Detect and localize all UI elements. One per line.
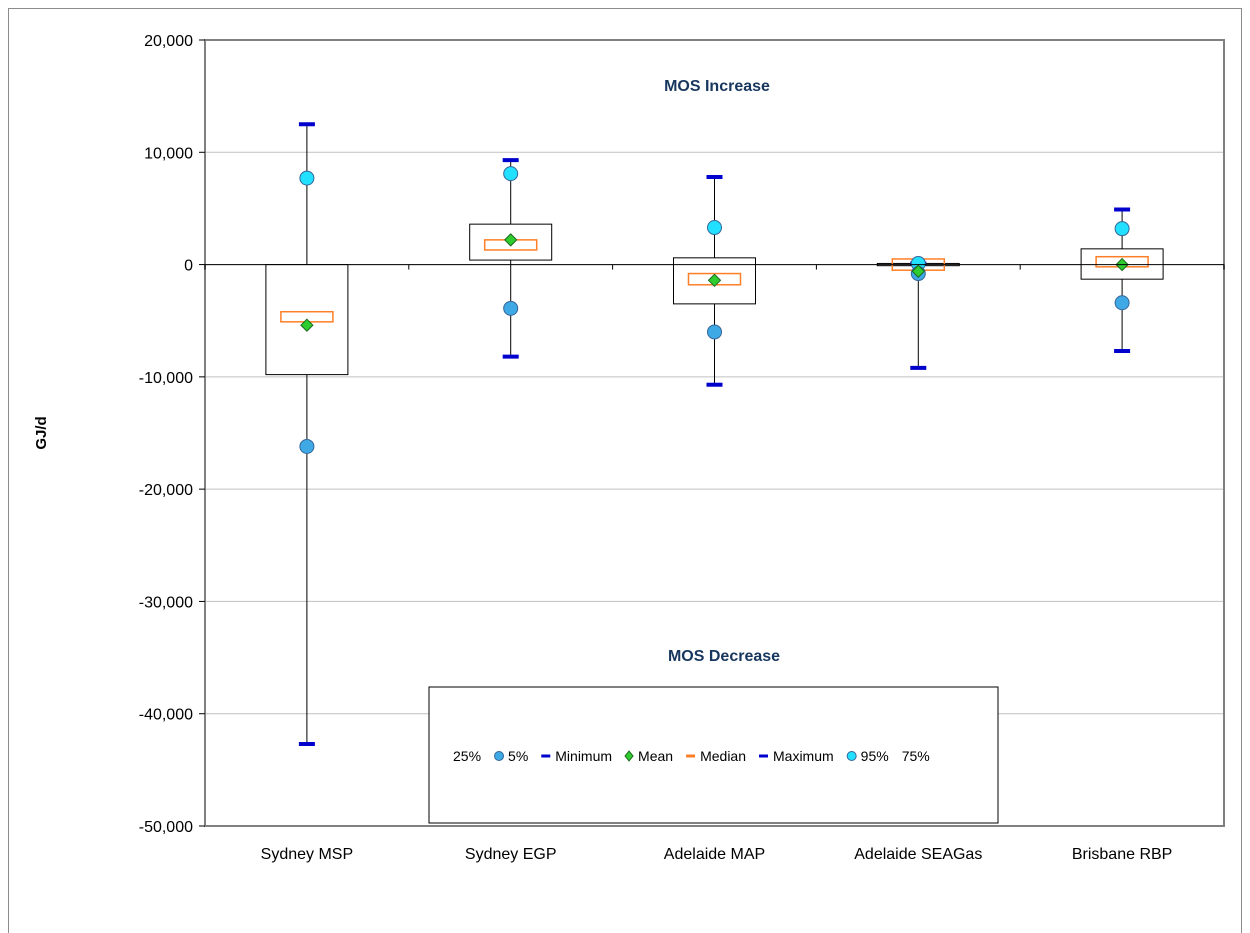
legend-item: 5% — [494, 748, 528, 764]
legend-label: 25% — [453, 748, 481, 764]
p5-marker — [707, 324, 722, 340]
legend-label: 75% — [902, 748, 930, 764]
legend-swatch-diamond — [624, 750, 634, 762]
annotation-mos-increase: MOS Increase — [664, 78, 770, 95]
x-category-label: Sydney EGP — [465, 846, 557, 863]
p95-marker — [503, 166, 519, 182]
mean-marker — [707, 273, 722, 287]
y-tick-label: -40,000 — [139, 707, 193, 724]
y-axis-label: GJ/d — [33, 416, 50, 449]
box-4 — [876, 255, 960, 370]
legend-label: 95% — [861, 748, 889, 764]
legend-swatch-circle — [494, 751, 505, 761]
legend-item: Maximum — [759, 748, 834, 764]
chart-frame — [8, 8, 1242, 933]
p5-marker — [299, 438, 315, 454]
box-5 — [1080, 207, 1164, 354]
legend-box — [428, 686, 999, 824]
legend-label: Mean — [638, 748, 673, 764]
legend-item: 75% — [902, 748, 930, 764]
p95-marker — [707, 220, 722, 236]
box-3 — [673, 174, 756, 387]
box-series — [265, 122, 1164, 747]
plot-area — [204, 39, 1225, 827]
legend-label: Median — [700, 748, 746, 764]
x-axis: Sydney MSP Sydney EGP Adelaide MAP Adelaide… — [204, 264, 1225, 863]
box-2 — [469, 158, 553, 359]
y-tick-label: -10,000 — [139, 370, 193, 387]
y-tick-label: -20,000 — [139, 482, 193, 499]
legend-swatch-circle — [846, 751, 857, 761]
annotation-mos-decrease: MOS Decrease — [668, 648, 780, 665]
y-tick-label: -50,000 — [139, 819, 193, 836]
p5-marker — [1114, 295, 1130, 311]
legend-item: Mean — [624, 748, 673, 764]
legend-item: 95% — [846, 748, 889, 764]
p95-marker — [299, 170, 315, 186]
legend-item: Minimum — [541, 748, 612, 764]
y-tick-label: -30,000 — [139, 594, 193, 611]
legend: 25% 5% Minimum Mean Median Maximum 95% 75% — [428, 686, 999, 824]
legend-item: 25% — [453, 748, 481, 764]
legend-label: Maximum — [773, 748, 834, 764]
mean-marker — [503, 233, 518, 247]
y-axis: 20,000 10,000 0 -10,000 -20,000 -30,000 -40,00… — [139, 33, 205, 836]
y-tick-label: 20,000 — [144, 33, 193, 50]
p5-marker — [503, 300, 519, 316]
x-category-label: Adelaide SEAGas — [854, 846, 982, 863]
legend-item: Median — [686, 748, 746, 764]
mean-marker — [911, 264, 926, 279]
legend-label: Minimum — [555, 748, 612, 764]
y-tick-label: 10,000 — [144, 145, 193, 162]
mean-marker — [300, 318, 314, 332]
box-1 — [265, 122, 349, 747]
x-category-label: Brisbane RBP — [1072, 846, 1173, 863]
y-tick-label: 0 — [184, 258, 193, 275]
x-category-label: Sydney MSP — [261, 846, 353, 863]
legend-label: 5% — [508, 748, 528, 764]
p95-marker — [1114, 221, 1130, 237]
x-category-label: Adelaide MAP — [664, 846, 765, 863]
